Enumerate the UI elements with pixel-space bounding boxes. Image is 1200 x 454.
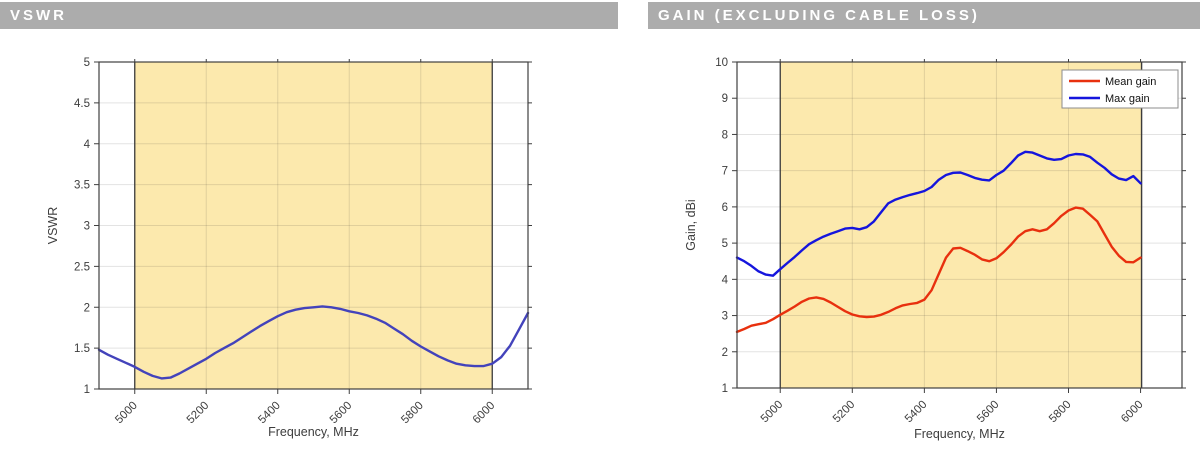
y-tick-label: 1.5 bbox=[74, 343, 90, 355]
y-tick-label: 1 bbox=[722, 383, 728, 395]
gain-chart: 5000 5200 5400 5600 5800 6000 1 2 3 4 5 6 7 8 9 10 Frequ… bbox=[684, 57, 1186, 441]
x-tick-label: 5000 bbox=[113, 400, 140, 427]
vswr-panel-header: VSWR bbox=[0, 2, 618, 29]
x-tick-label: 5200 bbox=[831, 399, 858, 426]
x-axis-label: Frequency, MHz bbox=[914, 427, 1005, 441]
y-tick-label: 2.5 bbox=[74, 261, 90, 273]
plot-border bbox=[736, 61, 1183, 389]
x-tick-label: 5800 bbox=[1047, 399, 1074, 426]
legend-label: Max gain bbox=[1105, 93, 1150, 105]
y-tick-label: 3 bbox=[84, 221, 90, 233]
y-axis-label: VSWR bbox=[46, 207, 60, 245]
y-axis-label: Gain, dBi bbox=[684, 199, 698, 250]
x-tick-label: 5200 bbox=[185, 400, 212, 427]
y-tick-label: 2 bbox=[84, 302, 90, 314]
x-tick-label: 6000 bbox=[1119, 399, 1146, 426]
x-tick-label: 5000 bbox=[759, 399, 786, 426]
y-tick-label: 2 bbox=[722, 347, 728, 359]
y-tick-label: 1 bbox=[84, 384, 90, 396]
highlight-band bbox=[780, 62, 1142, 388]
highlight-band bbox=[134, 62, 493, 389]
y-tick-label: 9 bbox=[722, 93, 728, 105]
legend-box bbox=[1061, 69, 1179, 109]
y-tick-label: 6 bbox=[722, 202, 728, 214]
x-tick-label: 6000 bbox=[471, 400, 498, 427]
y-tick-label: 4 bbox=[84, 139, 91, 151]
x-tick-label: 5400 bbox=[256, 400, 283, 427]
x-tick-label: 5400 bbox=[903, 399, 930, 426]
vswr-line bbox=[97, 305, 530, 380]
x-tick-label: 5600 bbox=[328, 400, 355, 427]
y-tick-label: 5 bbox=[722, 238, 728, 250]
legend-label: Mean gain bbox=[1105, 76, 1156, 88]
vswr-panel-title: VSWR bbox=[10, 7, 67, 24]
y-tick-label: 3 bbox=[722, 311, 728, 323]
mean-gain-line bbox=[735, 206, 1142, 334]
x-tick-label: 5800 bbox=[399, 400, 426, 427]
max-gain-line bbox=[735, 150, 1142, 277]
y-tick-label: 4.5 bbox=[74, 98, 90, 110]
x-axis-label: Frequency, MHz bbox=[268, 425, 359, 439]
gain-panel-header: GAIN (EXCLUDING CABLE LOSS) bbox=[648, 2, 1200, 29]
y-tick-label: 4 bbox=[722, 274, 729, 286]
x-tick-label: 5600 bbox=[975, 399, 1002, 426]
vswr-chart: 5000 5200 5400 5600 5800 6000 1 1.5 2 2.5 3 3.5 4 4.5… bbox=[46, 57, 532, 439]
gain-panel-title: GAIN (EXCLUDING CABLE LOSS) bbox=[658, 7, 980, 24]
y-tick-label: 5 bbox=[84, 57, 90, 69]
y-tick-label: 3.5 bbox=[74, 180, 90, 192]
y-tick-label: 10 bbox=[715, 57, 728, 69]
y-tick-label: 7 bbox=[722, 166, 728, 178]
y-tick-label: 8 bbox=[722, 129, 728, 141]
